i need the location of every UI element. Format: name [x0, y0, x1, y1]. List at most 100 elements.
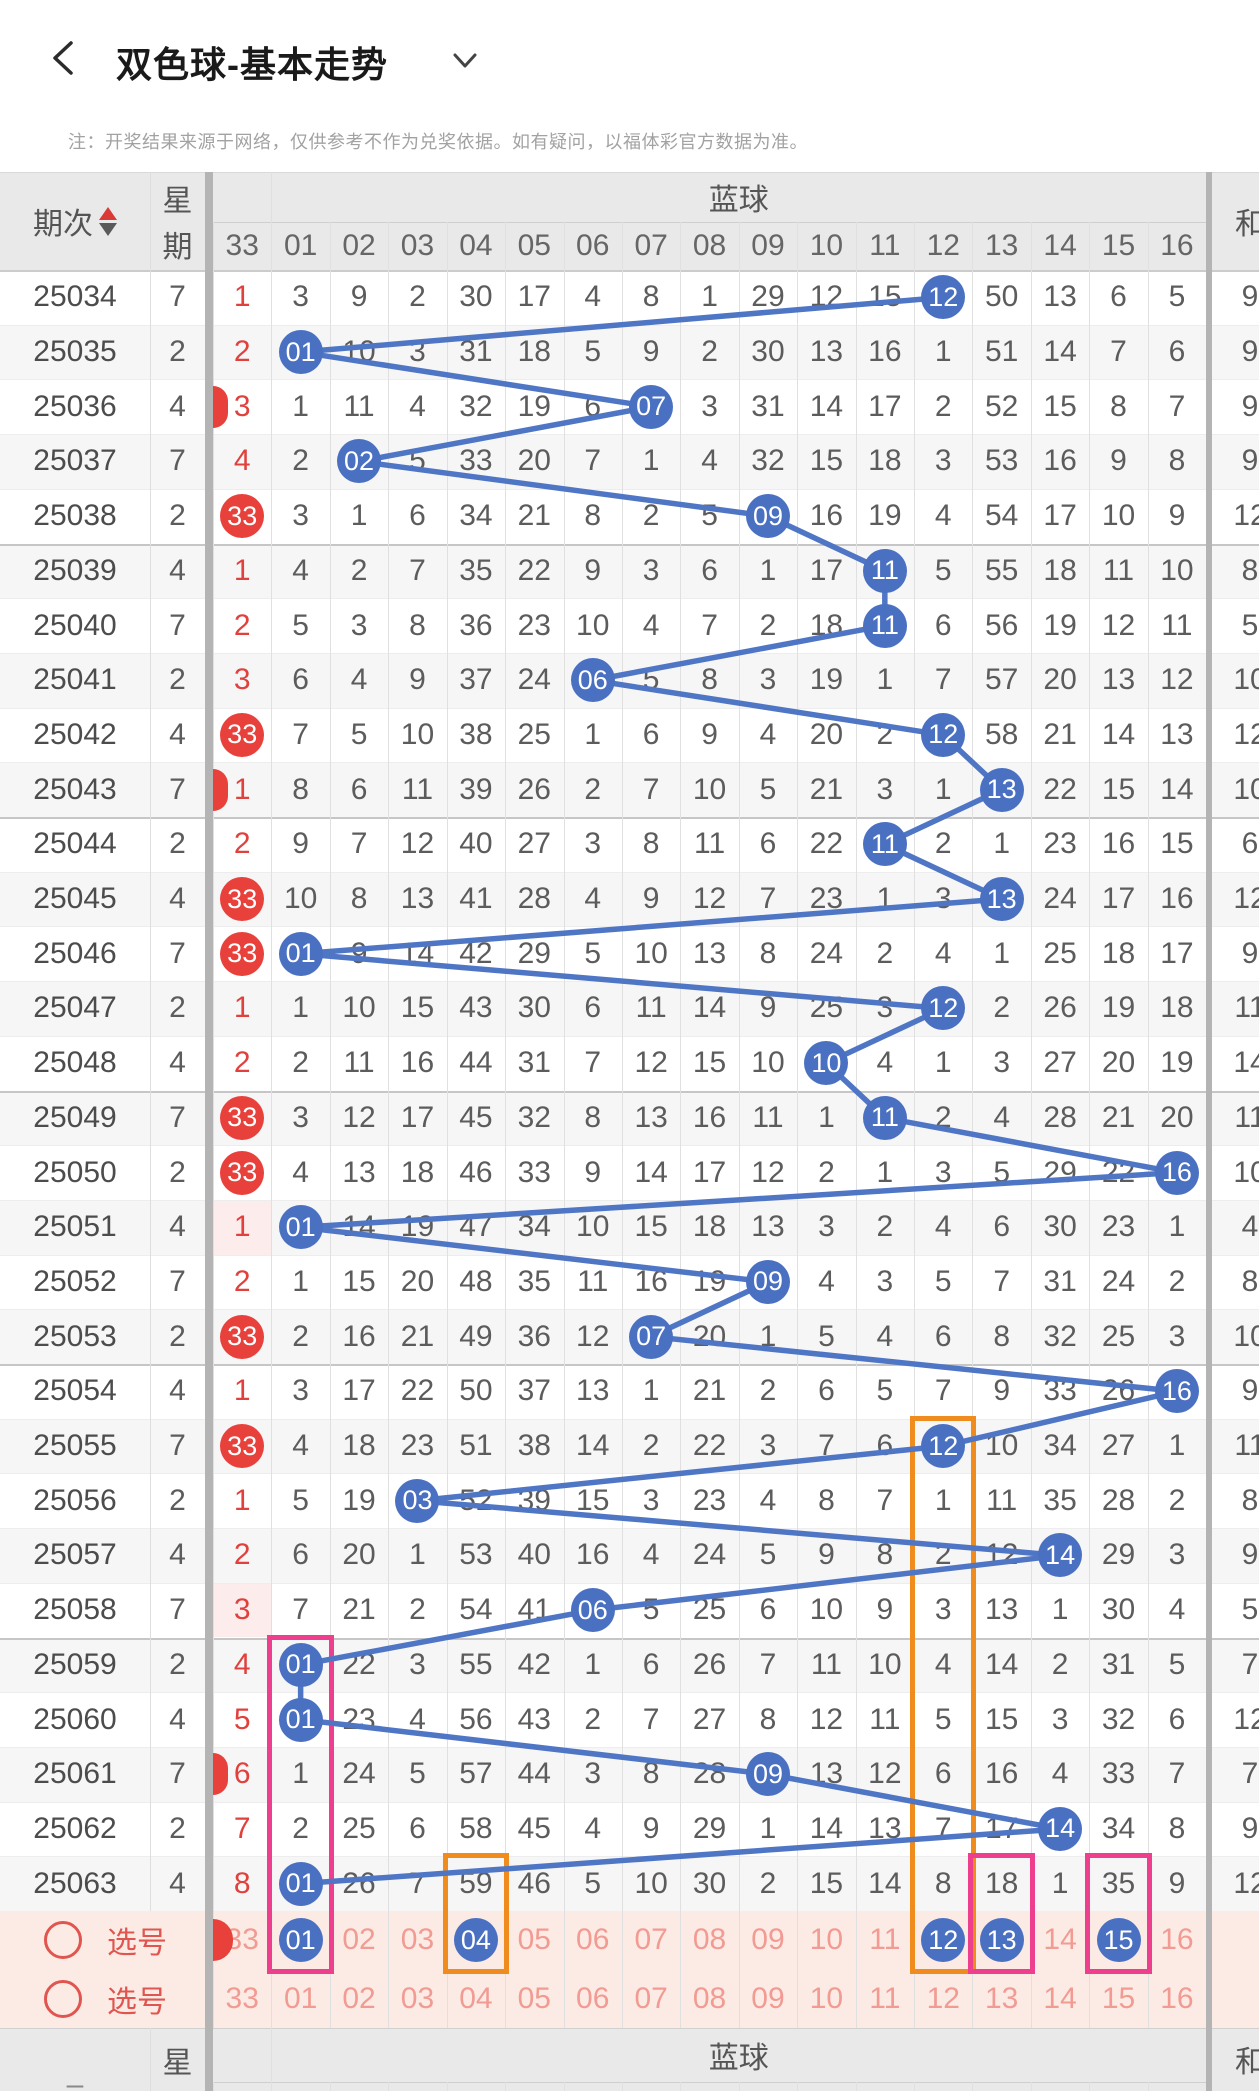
pick-number[interactable]: 05: [517, 1923, 551, 1957]
pick-number-selected[interactable]: 04: [453, 1918, 498, 1963]
pick-number[interactable]: 03: [400, 1923, 435, 1957]
title-dropdown-icon[interactable]: [452, 52, 478, 70]
column-line: [505, 222, 507, 270]
pick-number-selected[interactable]: 15: [1096, 1918, 1141, 1963]
column-header: 02: [342, 229, 376, 262]
pick-number[interactable]: 16: [1160, 1923, 1194, 1957]
miss-cell: 18: [1160, 991, 1194, 1025]
pick-number[interactable]: 07: [634, 1981, 668, 2015]
pick-number[interactable]: 14: [1043, 1981, 1077, 2015]
red33-cell: 3: [233, 389, 251, 423]
miss-cell: 11: [1161, 608, 1193, 642]
period-cell: 25049: [33, 1100, 117, 1134]
pick-number[interactable]: 01: [283, 1981, 318, 2015]
pick-number[interactable]: 05: [517, 1981, 551, 2015]
red-ball: 33: [220, 712, 265, 757]
period-cell: 25052: [33, 1264, 117, 1298]
footer-tier-line: [213, 2082, 1206, 2083]
footer-sum-header: 和: [1235, 2046, 1259, 2079]
pick-number-selected[interactable]: 13: [979, 1918, 1024, 1963]
column-line: [329, 2082, 331, 2091]
sum-cell: 9: [1241, 936, 1259, 970]
week-cell: 4: [169, 882, 186, 916]
period-cell: 25044: [33, 827, 117, 861]
miss-cell: 12: [576, 1319, 610, 1353]
pick-number[interactable]: 09: [751, 1923, 785, 1957]
red-ball: 33: [220, 1150, 265, 1195]
pick-number[interactable]: 10: [809, 1981, 844, 2015]
week-cell: 2: [169, 663, 186, 697]
period-cell: 25063: [33, 1866, 117, 1900]
blue-ball: 16: [1154, 1369, 1199, 1414]
pick-number[interactable]: 03: [400, 1981, 435, 2015]
blue-group-left-line-footer: [271, 2028, 273, 2082]
red-ball: 33: [220, 1095, 265, 1140]
blue-ball: 01: [278, 931, 323, 976]
miss-cell: 24: [517, 663, 551, 697]
pick-number-selected[interactable]: 01: [278, 1918, 323, 1963]
pick-number[interactable]: 08: [692, 1923, 727, 1957]
period-cell: 25047: [33, 991, 117, 1025]
page-title: 双色球-基本走势: [116, 44, 388, 85]
red-ball: 33: [220, 931, 265, 976]
pick-number[interactable]: 16: [1160, 1981, 1194, 2015]
pick-circle-button[interactable]: [44, 1921, 82, 1960]
column-line: [271, 2082, 273, 2091]
sum-cell: 10: [1233, 1155, 1259, 1189]
back-icon[interactable]: [50, 40, 76, 76]
pick-number[interactable]: 06: [576, 1981, 610, 2015]
pick-number[interactable]: 13: [984, 1981, 1019, 2015]
miss-cell: 5: [701, 499, 718, 533]
pick-number[interactable]: 08: [692, 1981, 727, 2015]
column-line: [621, 2082, 623, 2091]
week-header-char: 期: [162, 231, 193, 264]
pick-number[interactable]: 06: [576, 1923, 610, 1957]
pick-number[interactable]: 11: [869, 1981, 901, 2015]
pick-number[interactable]: 11: [869, 1923, 901, 1957]
pick-circle-button[interactable]: [44, 1979, 82, 2018]
pick-number[interactable]: 07: [634, 1923, 668, 1957]
pick-number[interactable]: 12: [926, 1981, 960, 2015]
week-cell: 4: [169, 553, 186, 587]
sort-icon[interactable]: [99, 206, 117, 236]
pick-number[interactable]: 04: [459, 1981, 493, 2015]
period-cell: 25055: [33, 1429, 117, 1463]
miss-cell: 5: [1168, 280, 1186, 314]
red33-cell: 2: [233, 608, 251, 642]
blue-ball: 06: [570, 1588, 615, 1633]
column-line: [797, 222, 799, 270]
pick-number[interactable]: 15: [1101, 1981, 1136, 2015]
column-header: 15: [1101, 229, 1136, 262]
pick-number[interactable]: 33: [225, 1981, 259, 2015]
blue-ball: 11: [862, 548, 907, 593]
miss-cell: 22: [1101, 1155, 1136, 1189]
week-cell: 7: [169, 444, 186, 478]
blue-ball: 12: [921, 1424, 966, 1469]
column-line: [446, 222, 448, 270]
pick-number[interactable]: 14: [1043, 1923, 1077, 1957]
sum-cell: 10: [1233, 772, 1259, 806]
footer-blue-group-header: 蓝球: [708, 2042, 769, 2075]
period-cell: 25062: [33, 1811, 117, 1845]
week-header-char: 星: [162, 185, 193, 218]
pick-number[interactable]: 09: [751, 1981, 785, 2015]
miss-cell: 17: [1160, 936, 1194, 970]
miss-cell: 19: [342, 1483, 376, 1517]
pick-number[interactable]: 10: [809, 1923, 844, 1957]
miss-cell: 10: [751, 1046, 785, 1080]
column-line: [972, 222, 974, 270]
miss-cell: 20: [1160, 1100, 1194, 1134]
miss-cell: 26: [1101, 1374, 1136, 1408]
pick-number[interactable]: 02: [342, 1981, 376, 2015]
column-header: 13: [984, 229, 1019, 262]
app-bar: 双色球-基本走势: [0, 0, 1259, 118]
column-header: 16: [1160, 229, 1194, 262]
column-line: [1089, 2082, 1091, 2091]
pick-number[interactable]: 02: [342, 1923, 376, 1957]
blue-ball: 07: [629, 384, 674, 429]
sum-cell: 5: [1241, 1593, 1259, 1627]
miss-cell: 19: [692, 1264, 727, 1298]
pick-number-selected[interactable]: 12: [921, 1918, 966, 1963]
sum-cell: 9: [1241, 1538, 1259, 1572]
period-header[interactable]: 期次: [0, 172, 150, 270]
